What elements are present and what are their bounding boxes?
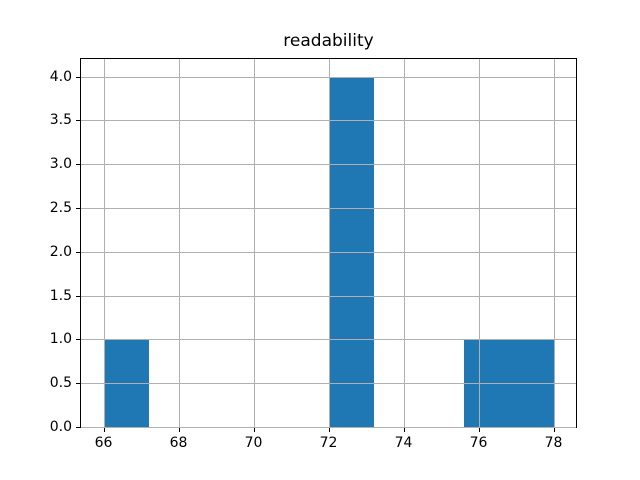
x-tick-mark xyxy=(253,428,255,432)
y-tick-label: 4.0 xyxy=(49,68,72,85)
gridline-horizontal xyxy=(81,427,576,428)
gridline-vertical xyxy=(253,59,255,427)
x-tick-mark xyxy=(178,428,180,432)
y-tick-mark xyxy=(76,208,80,209)
gridline-vertical xyxy=(478,59,480,427)
y-tick-label: 2.0 xyxy=(49,243,72,260)
gridline-vertical xyxy=(103,59,105,427)
gridline-vertical xyxy=(328,59,330,427)
y-tick-mark xyxy=(76,164,80,166)
y-tick-label: 3.5 xyxy=(49,112,72,129)
x-tick-label: 66 xyxy=(94,435,113,451)
y-tick-label: 1.5 xyxy=(49,287,72,304)
x-tick-mark xyxy=(403,428,405,432)
y-tick-mark xyxy=(76,383,80,385)
x-tick-mark xyxy=(553,428,555,432)
x-tick-mark xyxy=(328,428,330,432)
y-tick-label: 2.5 xyxy=(49,200,72,216)
x-tick-mark xyxy=(103,428,105,432)
chart-title: readability xyxy=(283,31,374,51)
gridline-vertical xyxy=(403,59,405,427)
y-tick-mark xyxy=(76,251,80,253)
y-tick-label: 1.0 xyxy=(49,331,72,348)
y-tick-mark xyxy=(76,427,80,428)
y-tick-label: 3.0 xyxy=(49,156,72,173)
plot-area xyxy=(80,58,577,428)
gridline-vertical xyxy=(178,59,180,427)
x-tick-label: 70 xyxy=(244,435,263,451)
y-tick-mark xyxy=(76,295,80,297)
x-tick-label: 72 xyxy=(319,435,338,451)
x-tick-mark xyxy=(478,428,480,432)
x-tick-label: 76 xyxy=(469,435,488,451)
x-tick-label: 74 xyxy=(394,435,413,451)
y-tick-mark xyxy=(76,76,80,78)
x-tick-label: 78 xyxy=(544,435,563,451)
histogram-bar xyxy=(328,76,374,427)
x-tick-label: 68 xyxy=(169,435,188,451)
gridline-vertical xyxy=(553,59,555,427)
y-tick-label: 0.0 xyxy=(49,419,72,435)
y-tick-label: 0.5 xyxy=(49,375,72,392)
y-tick-mark xyxy=(76,339,80,341)
y-tick-mark xyxy=(76,120,80,122)
